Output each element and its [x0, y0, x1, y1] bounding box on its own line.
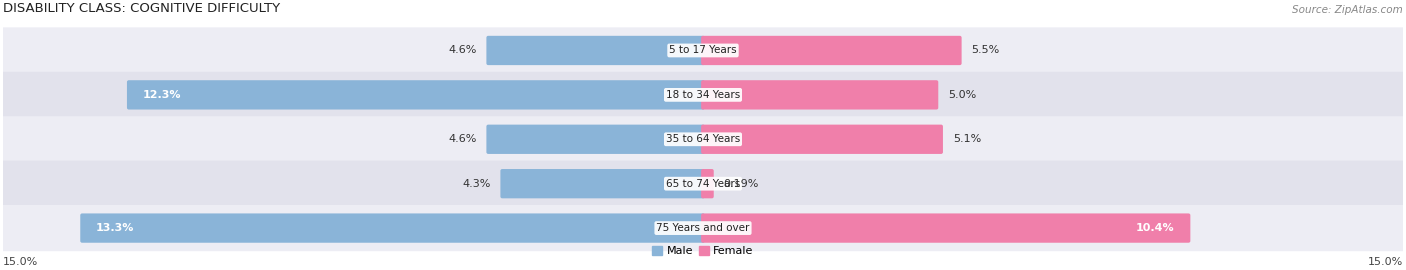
Text: 75 Years and over: 75 Years and over	[657, 223, 749, 233]
Text: DISABILITY CLASS: COGNITIVE DIFFICULTY: DISABILITY CLASS: COGNITIVE DIFFICULTY	[3, 2, 280, 15]
FancyBboxPatch shape	[1, 116, 1405, 162]
Text: 35 to 64 Years: 35 to 64 Years	[666, 134, 740, 144]
FancyBboxPatch shape	[702, 169, 714, 198]
FancyBboxPatch shape	[1, 205, 1405, 251]
Text: 15.0%: 15.0%	[3, 257, 38, 267]
Text: 4.6%: 4.6%	[449, 134, 477, 144]
Text: 13.3%: 13.3%	[96, 223, 135, 233]
Text: Source: ZipAtlas.com: Source: ZipAtlas.com	[1292, 5, 1403, 15]
Text: 5.0%: 5.0%	[948, 90, 976, 100]
Text: 4.6%: 4.6%	[449, 45, 477, 55]
Text: 0.19%: 0.19%	[724, 179, 759, 189]
FancyBboxPatch shape	[702, 125, 943, 154]
Text: 5.5%: 5.5%	[972, 45, 1000, 55]
FancyBboxPatch shape	[702, 36, 962, 65]
Text: 12.3%: 12.3%	[143, 90, 181, 100]
Text: 5.1%: 5.1%	[953, 134, 981, 144]
FancyBboxPatch shape	[80, 213, 704, 243]
Text: 10.4%: 10.4%	[1136, 223, 1174, 233]
FancyBboxPatch shape	[702, 80, 938, 110]
Text: 4.3%: 4.3%	[463, 179, 491, 189]
FancyBboxPatch shape	[127, 80, 704, 110]
FancyBboxPatch shape	[1, 161, 1405, 207]
Text: 65 to 74 Years: 65 to 74 Years	[666, 179, 740, 189]
Text: 5 to 17 Years: 5 to 17 Years	[669, 45, 737, 55]
FancyBboxPatch shape	[501, 169, 704, 198]
FancyBboxPatch shape	[1, 27, 1405, 73]
Text: 15.0%: 15.0%	[1368, 257, 1403, 267]
FancyBboxPatch shape	[486, 125, 704, 154]
FancyBboxPatch shape	[1, 72, 1405, 118]
FancyBboxPatch shape	[702, 213, 1191, 243]
FancyBboxPatch shape	[486, 36, 704, 65]
Legend: Male, Female: Male, Female	[652, 245, 754, 256]
Text: 18 to 34 Years: 18 to 34 Years	[666, 90, 740, 100]
